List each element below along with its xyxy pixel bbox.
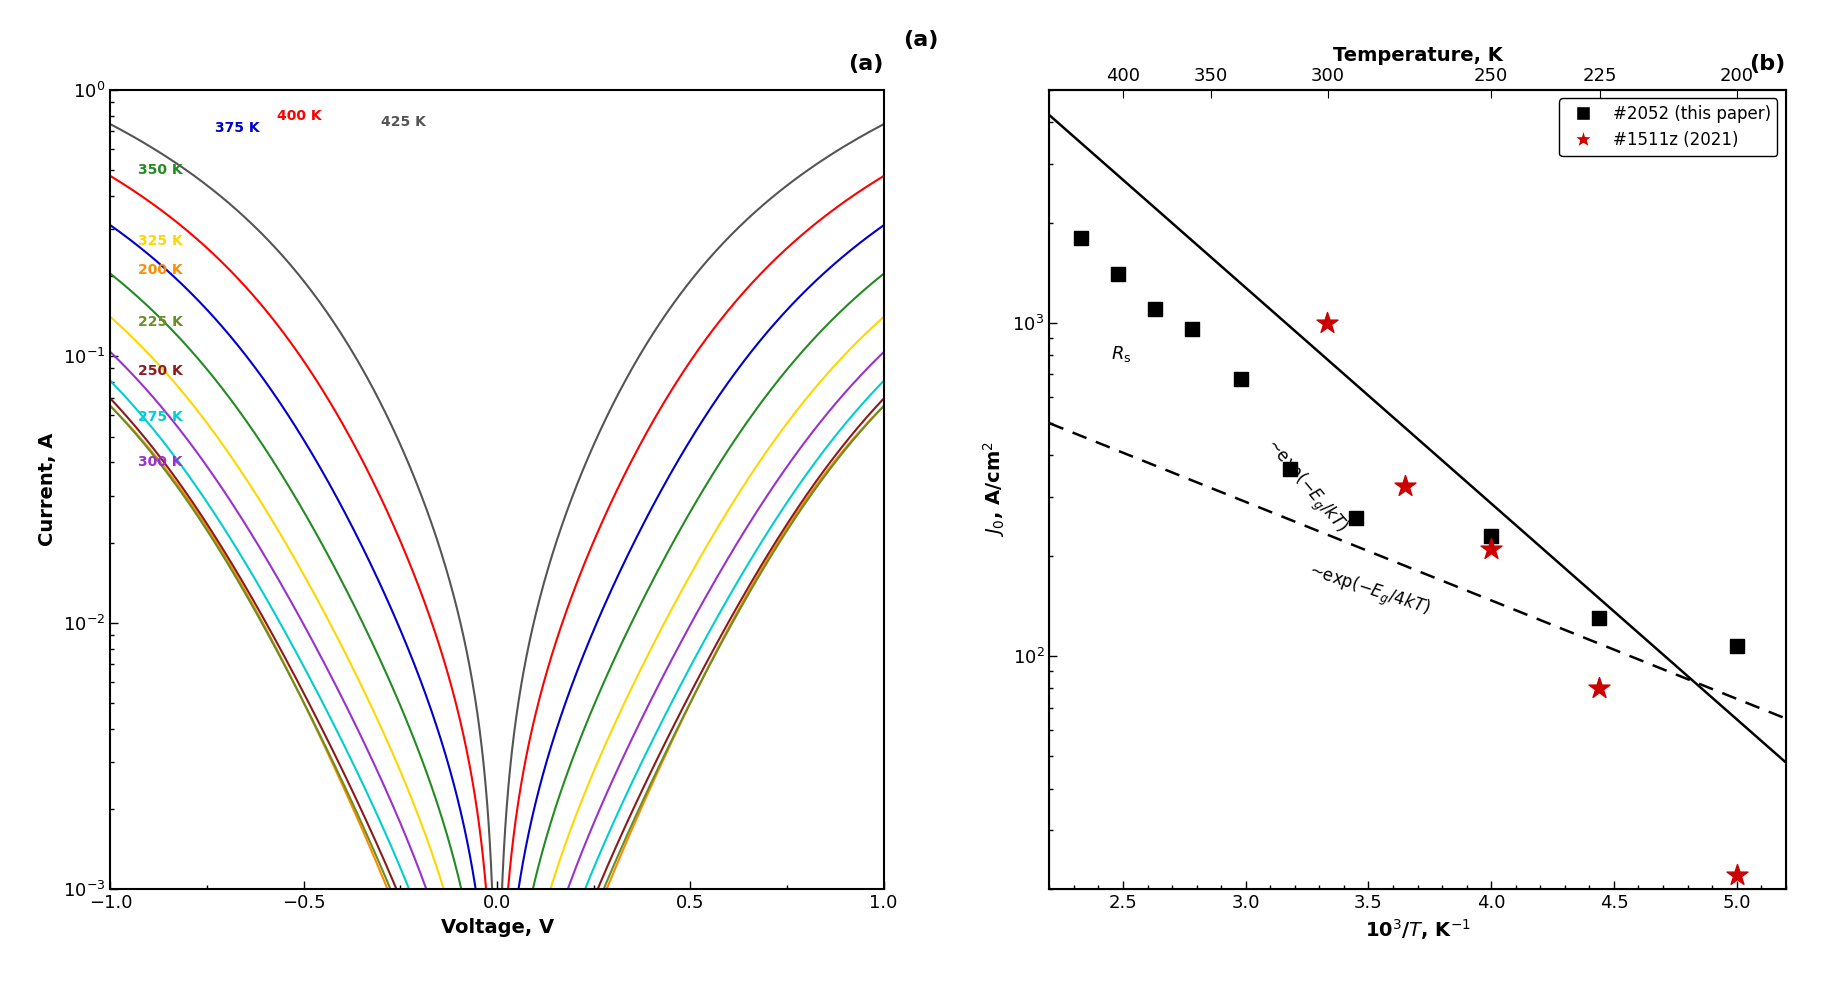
Point [1140, 301, 1169, 317]
Point [1721, 638, 1751, 654]
Text: 250 K: 250 K [138, 364, 182, 378]
Point [1103, 266, 1132, 282]
Text: 300 K: 300 K [138, 456, 182, 470]
Legend: #2052 (this paper), #1511z (2021): #2052 (this paper), #1511z (2021) [1559, 98, 1777, 156]
Point [1342, 509, 1372, 525]
Point [1585, 680, 1615, 696]
Text: 225 K: 225 K [138, 315, 182, 329]
Text: 425 K: 425 K [381, 115, 425, 129]
X-axis label: Temperature, K: Temperature, K [1333, 47, 1502, 66]
Text: 200 K: 200 K [138, 264, 182, 278]
Point [1226, 371, 1256, 387]
Point [1476, 540, 1506, 556]
Text: ~exp($-E_g/4kT$): ~exp($-E_g/4kT$) [1305, 559, 1432, 621]
Text: (a): (a) [849, 54, 884, 74]
Point [1721, 867, 1751, 883]
Point [1390, 478, 1419, 494]
Point [1176, 321, 1206, 337]
Text: 400 K: 400 K [276, 109, 322, 123]
Text: (b): (b) [1749, 54, 1786, 74]
Text: 350 K: 350 K [138, 163, 182, 177]
Y-axis label: $J_0$, A/cm$^2$: $J_0$, A/cm$^2$ [981, 442, 1007, 537]
X-axis label: Voltage, V: Voltage, V [440, 917, 554, 936]
Point [1066, 230, 1095, 246]
Text: $R_\mathrm{s}$: $R_\mathrm{s}$ [1110, 344, 1130, 364]
Text: 375 K: 375 K [215, 121, 260, 135]
Text: ~exp($-E_g/kT$): ~exp($-E_g/kT$) [1259, 435, 1353, 538]
Text: 275 K: 275 K [138, 411, 182, 425]
Text: 325 K: 325 K [138, 235, 182, 249]
Point [1313, 315, 1342, 331]
Text: (a): (a) [902, 30, 939, 50]
Y-axis label: Current, A: Current, A [39, 433, 57, 546]
Point [1276, 461, 1305, 477]
Point [1476, 527, 1506, 543]
Point [1585, 610, 1615, 626]
X-axis label: 10$^3$/$T$, K$^{-1}$: 10$^3$/$T$, K$^{-1}$ [1364, 917, 1471, 942]
